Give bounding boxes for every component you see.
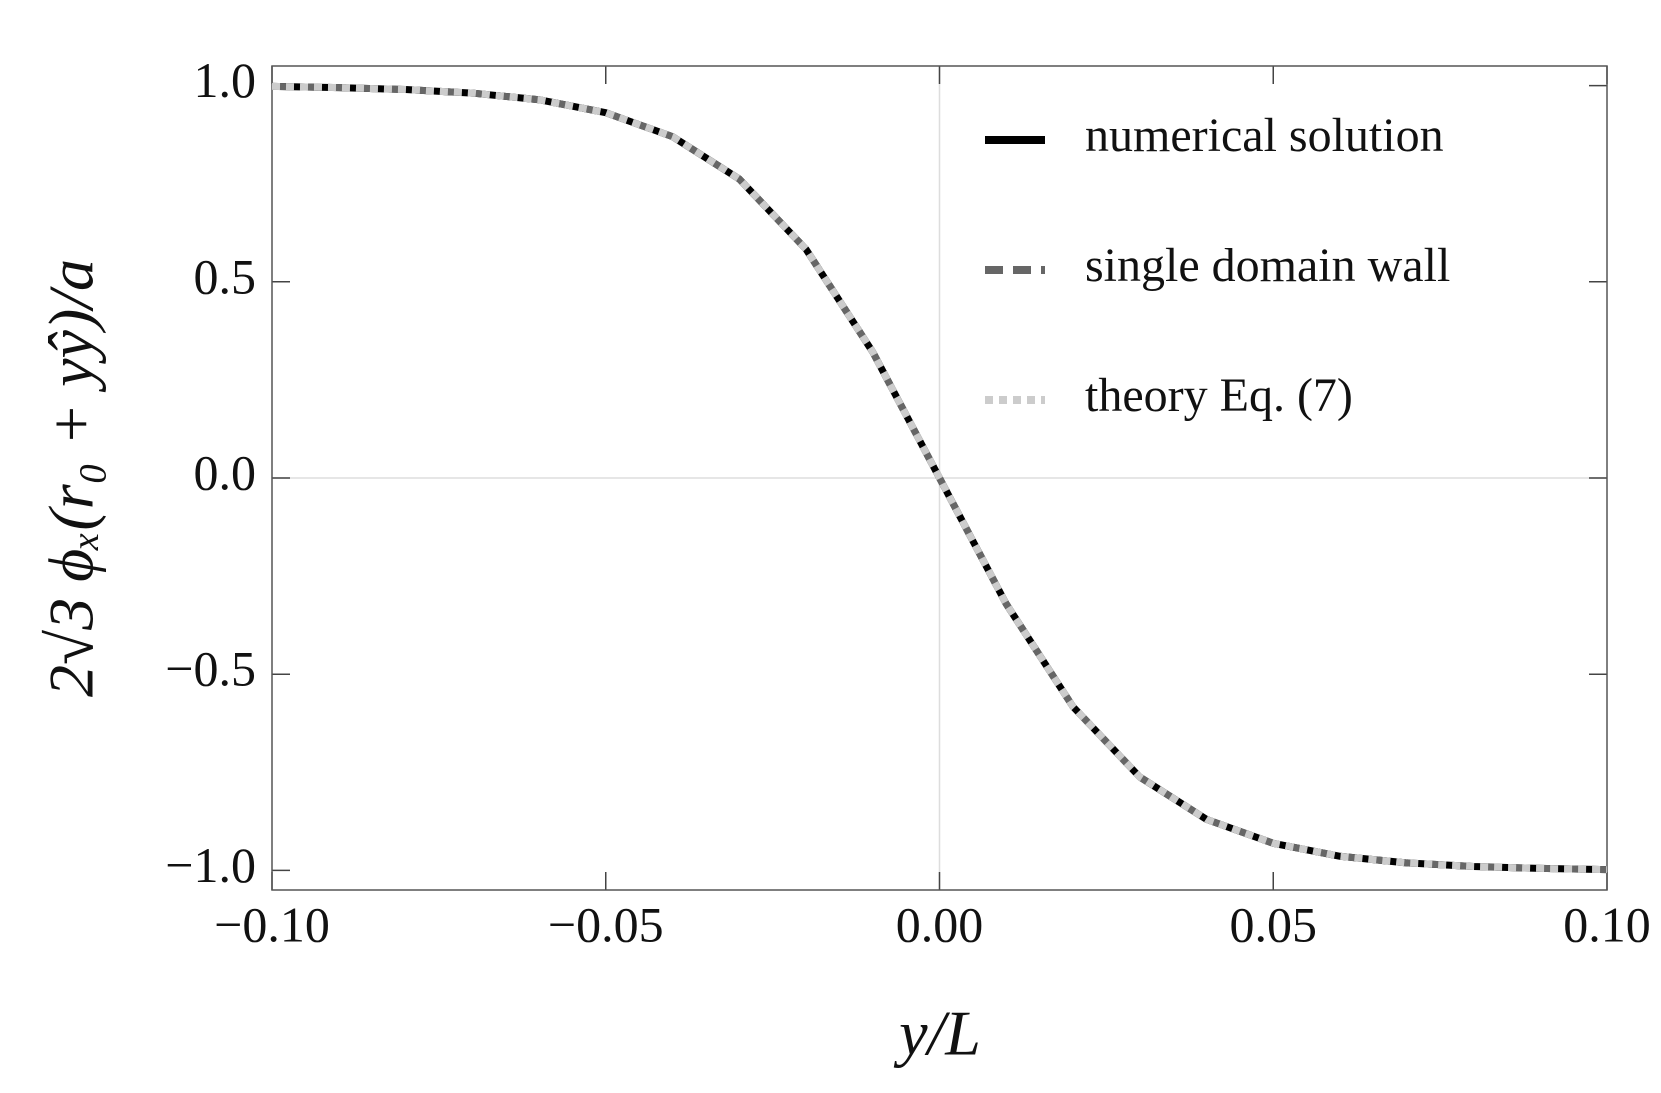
plot-frame [271, 65, 1608, 891]
y-axis-label: 2√3 ϕₓ(r₀ + yŷ)/a [36, 259, 107, 697]
y-tick-label: 0.0 [194, 444, 257, 500]
legend-label: theory Eq. (7) [1085, 369, 1353, 422]
x-axis-label: y/L [893, 998, 981, 1069]
x-tick-label: 0.10 [1563, 896, 1651, 952]
y-tick-label: −1.0 [165, 837, 256, 893]
x-tick-label: −0.10 [214, 896, 330, 952]
y-tick-label: 0.5 [194, 248, 257, 304]
x-tick-label: −0.05 [548, 896, 664, 952]
legend-label: single domain wall [1085, 239, 1450, 292]
x-tick-label: 0.05 [1230, 896, 1318, 952]
legend-label: numerical solution [1085, 109, 1444, 162]
y-tick-label: −0.5 [165, 641, 256, 697]
y-tick-label: 1.0 [194, 52, 257, 108]
x-tick-label: 0.00 [896, 896, 984, 952]
series-line [271, 82, 1608, 874]
